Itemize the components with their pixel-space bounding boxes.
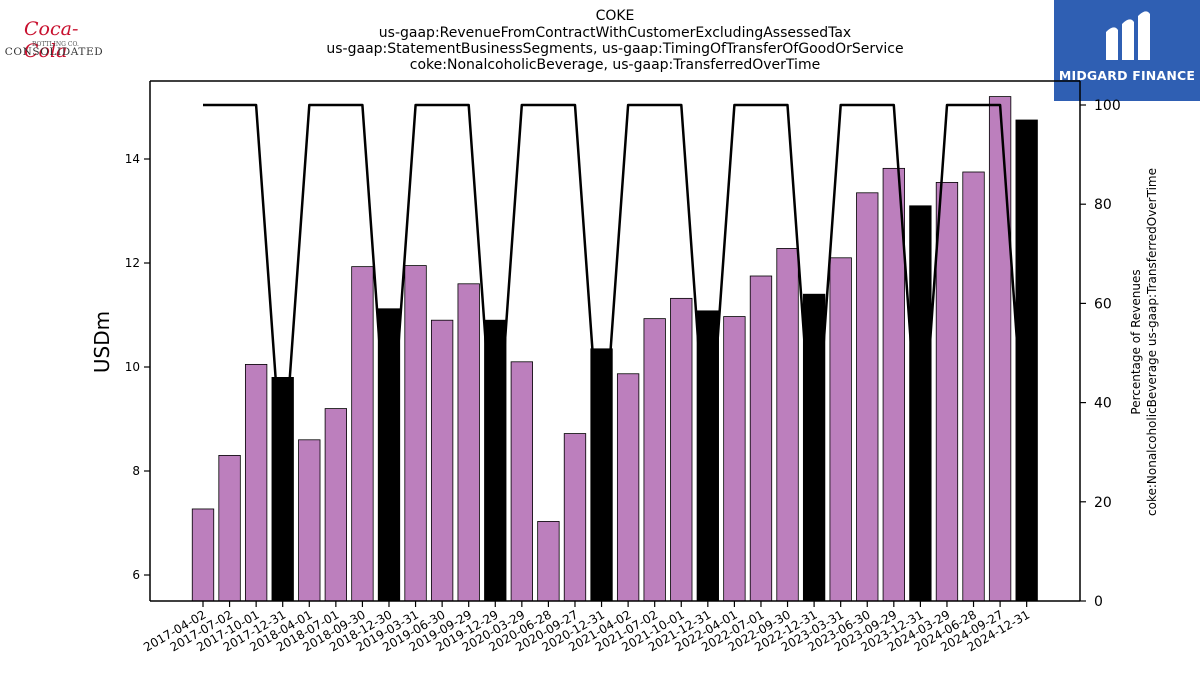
- percentage-line-series: [203, 103, 1028, 479]
- midgard-finance-logo: MIDGARD FINANCE: [1054, 0, 1200, 101]
- bar-2017-04-02: [191, 508, 215, 602]
- y2-axis-label: Percentage of Revenues coke:NonalcoholicB…: [1129, 168, 1159, 516]
- bar-2021-07-02: [643, 318, 666, 602]
- y2-tick-label: 60: [1094, 296, 1112, 312]
- bar-2021-04-02: [616, 373, 640, 602]
- logo-right-text: MIDGARD FINANCE: [1058, 68, 1196, 83]
- bar-2018-07-01: [324, 408, 348, 602]
- percentage-line: [203, 103, 1028, 479]
- x-axis-ticks: 2017-04-022017-07-022017-10-012017-12-31…: [141, 601, 1032, 654]
- title-line-2: us-gaap:RevenueFromContractWithCustomerE…: [379, 25, 851, 41]
- coca-cola-consolidated-logo: Coca-Cola BOTTLING CO. CONSOLIDATED: [4, 4, 104, 70]
- y2-label-line: Percentage of Revenues: [1129, 269, 1143, 414]
- bar-2023-12-31: [909, 205, 932, 602]
- bar-2022-04-01: [723, 316, 746, 602]
- bar-2020-09-27: [563, 433, 587, 602]
- bar-2024-06-28: [962, 171, 985, 602]
- bar-2017-07-02: [218, 454, 241, 602]
- y-tick-label: 14: [125, 152, 140, 166]
- y-tick-label: 8: [132, 464, 140, 478]
- y2-label-line: coke:NonalcoholicBeverage us-gaap:Transf…: [1145, 168, 1159, 516]
- bar-2019-06-30: [430, 319, 454, 602]
- bar-2024-03-29: [935, 181, 959, 602]
- y-tick-label: 12: [125, 256, 140, 270]
- bar-2019-09-29: [457, 283, 480, 602]
- bar-2022-12-31: [802, 293, 826, 602]
- bar-2023-09-29: [882, 167, 905, 602]
- title-line-3: us-gaap:StatementBusinessSegments, us-ga…: [326, 41, 903, 57]
- chart-axes: [149, 80, 1081, 602]
- y2-tick-label: 40: [1094, 396, 1112, 412]
- bar-2018-12-30: [377, 308, 401, 602]
- bar-2022-09-30: [776, 248, 799, 602]
- bar-2023-06-30: [856, 192, 879, 602]
- y2-tick-label: 20: [1094, 495, 1112, 511]
- bar-2023-03-31: [829, 257, 852, 602]
- bar-2018-09-30: [351, 266, 374, 602]
- logo-sub-text: BOTTLING CO.: [32, 41, 79, 48]
- bar-2020-03-29: [510, 361, 533, 602]
- bar-2020-06-28: [537, 521, 560, 602]
- y2-tick-label: 0: [1094, 594, 1103, 610]
- y-tick-label: 6: [132, 568, 140, 582]
- y2-tick-label: 80: [1094, 197, 1112, 213]
- y-axis-ticks: 6 8 10 12 14: [125, 152, 150, 582]
- y2-tick-label: 100: [1094, 98, 1121, 114]
- midgard-mark-icon: [1106, 11, 1150, 60]
- logo-script-text: Coca-Cola: [24, 18, 79, 62]
- bar-2018-04-01: [298, 439, 321, 602]
- logo-main-text: CONSOLIDATED: [4, 46, 104, 58]
- title-line-4: coke:NonalcoholicBeverage, us-gaap:Trans…: [410, 57, 820, 73]
- chart-title: COKE us-gaap:RevenueFromContractWithCust…: [326, 8, 903, 73]
- y-tick-label: 10: [125, 360, 140, 374]
- bar-2021-10-01: [670, 297, 693, 602]
- bar-2017-10-01: [244, 363, 268, 602]
- bar-2017-12-31: [271, 376, 294, 602]
- y-axis-label: USDm: [90, 311, 114, 373]
- bar-2019-03-31: [404, 265, 427, 602]
- bar-2024-09-27: [988, 96, 1012, 602]
- title-line-1: COKE: [596, 8, 635, 24]
- bar-2022-07-01: [749, 275, 773, 602]
- y2-axis-ticks: 0 20 40 60 80 100: [1080, 98, 1121, 610]
